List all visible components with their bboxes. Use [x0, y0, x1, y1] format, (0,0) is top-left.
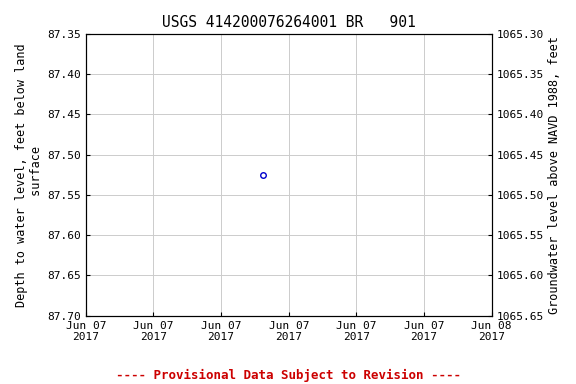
Title: USGS 414200076264001 BR   901: USGS 414200076264001 BR 901	[162, 15, 416, 30]
Y-axis label: Groundwater level above NAVD 1988, feet: Groundwater level above NAVD 1988, feet	[548, 36, 561, 314]
Text: ---- Provisional Data Subject to Revision ----: ---- Provisional Data Subject to Revisio…	[116, 369, 460, 382]
Y-axis label: Depth to water level, feet below land
 surface: Depth to water level, feet below land su…	[15, 43, 43, 306]
